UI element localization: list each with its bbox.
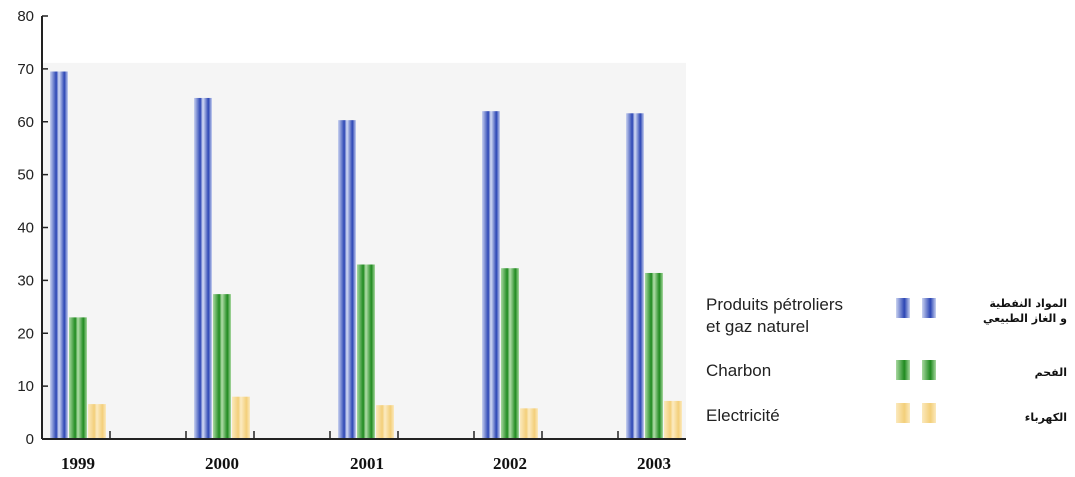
- bar-s3-1999: [88, 404, 106, 439]
- bar-s2-2000: [213, 294, 231, 439]
- bar-s2-2001: [357, 264, 375, 439]
- legend-swatch-petroleum-bar-b: [922, 298, 936, 318]
- x-category-label-2000: 2000: [205, 454, 239, 473]
- legend-swatch-charbon: [896, 360, 942, 380]
- bar-s3-2003: [664, 400, 682, 439]
- legend-swatch-petroleum: [896, 298, 942, 318]
- legend-label-petroleum-ar-line1: المواد النفطية: [989, 297, 1067, 310]
- y-tick-label-70: 70: [17, 61, 34, 78]
- legend-label-petroleum-fr-line1: Produits pétroliers: [706, 295, 844, 314]
- legend-swatch-electricite: [896, 403, 942, 423]
- bar-s2-1999: [69, 317, 87, 439]
- bar-s3-2000: [232, 396, 250, 439]
- legend-swatch-electricite-bar-a: [896, 403, 910, 423]
- y-tick-label-20: 20: [17, 325, 34, 342]
- legend-swatch-electricite-bar-b: [922, 403, 936, 423]
- legend-label-petroleum-ar: المواد النفطية و الغاز الطبيعي: [947, 296, 1067, 326]
- x-category-labels: 1999 2000 2001 2002 2003: [61, 454, 671, 473]
- y-tick-label-10: 10: [17, 378, 34, 395]
- legend-label-petroleum-ar-line2: و الغاز الطبيعي: [982, 312, 1067, 325]
- bar-s1-2003: [626, 113, 644, 439]
- legend-swatch-charbon-bar-b: [922, 360, 936, 380]
- y-tick-label-60: 60: [17, 114, 34, 131]
- y-tick-label-50: 50: [17, 167, 34, 184]
- bar-s3-2001: [376, 405, 394, 439]
- bar-s1-2000: [194, 97, 212, 440]
- x-category-label-2001: 2001: [350, 454, 384, 473]
- bar-s2-2003: [645, 272, 663, 439]
- y-tick-label-30: 30: [17, 272, 34, 289]
- legend-label-charbon-ar: الفحم: [1034, 366, 1067, 379]
- bar-s1-2001: [338, 120, 356, 439]
- legend-label-petroleum-fr-line2: et gaz naturel: [706, 317, 810, 336]
- y-tick-label-40: 40: [17, 220, 34, 237]
- x-category-label-2003: 2003: [637, 454, 671, 473]
- x-category-label-2002: 2002: [493, 454, 527, 473]
- x-category-label-1999: 1999: [61, 454, 95, 473]
- legend-label-electricite-fr: Electricité: [706, 406, 780, 425]
- legend-label-charbon-fr: Charbon: [706, 361, 772, 380]
- legend-swatch-charbon-bar-a: [896, 360, 910, 380]
- legend-label-electricite-ar: الكهرباء: [1024, 411, 1067, 424]
- bar-s1-2002: [482, 111, 500, 440]
- legend-label-petroleum-fr: Produits pétroliers et gaz naturel: [706, 294, 843, 338]
- bars-layer: [50, 71, 682, 440]
- bar-s1-1999: [50, 71, 68, 440]
- legend-swatch-petroleum-bar-a: [896, 298, 910, 318]
- bar-s2-2002: [501, 268, 519, 439]
- y-tick-label-0: 0: [26, 431, 34, 448]
- y-tick-labels: 0 10 20 30 40 50 60 70 80: [17, 8, 48, 448]
- y-tick-label-80: 80: [17, 8, 34, 25]
- bar-s3-2002: [520, 408, 538, 439]
